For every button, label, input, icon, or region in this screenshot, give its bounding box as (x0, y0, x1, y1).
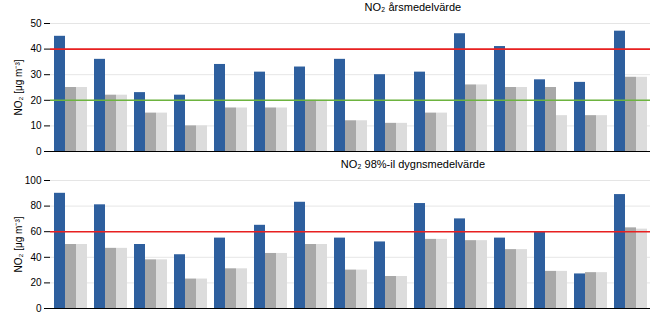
html-text:NO₂ årsmedelvärde: NO₂ årsmedelvärde (364, 1, 462, 13)
svg-text:20: 20 (30, 277, 42, 288)
svg-text:50: 50 (30, 18, 42, 29)
html-text:NO₂ 98%-il dygnsmedelvärde: NO₂ 98%-il dygnsmedelvärde (340, 158, 485, 170)
svg-text:10: 10 (30, 120, 42, 131)
svg-text:0: 0 (36, 146, 42, 157)
svg-text:NO₂ [μg m⁻³]: NO₂ [μg m⁻³] (13, 216, 24, 272)
svg-text:40: 40 (30, 252, 42, 263)
svg-text:100: 100 (25, 175, 42, 186)
svg-text:0: 0 (36, 303, 42, 314)
svg-text:40: 40 (30, 43, 42, 54)
svg-text:80: 80 (30, 200, 42, 211)
svg-text:20: 20 (30, 95, 42, 106)
svg-text:NO₂ [μg m⁻³]: NO₂ [μg m⁻³] (13, 59, 24, 115)
svg-text:60: 60 (30, 226, 42, 237)
svg-text:30: 30 (30, 69, 42, 80)
